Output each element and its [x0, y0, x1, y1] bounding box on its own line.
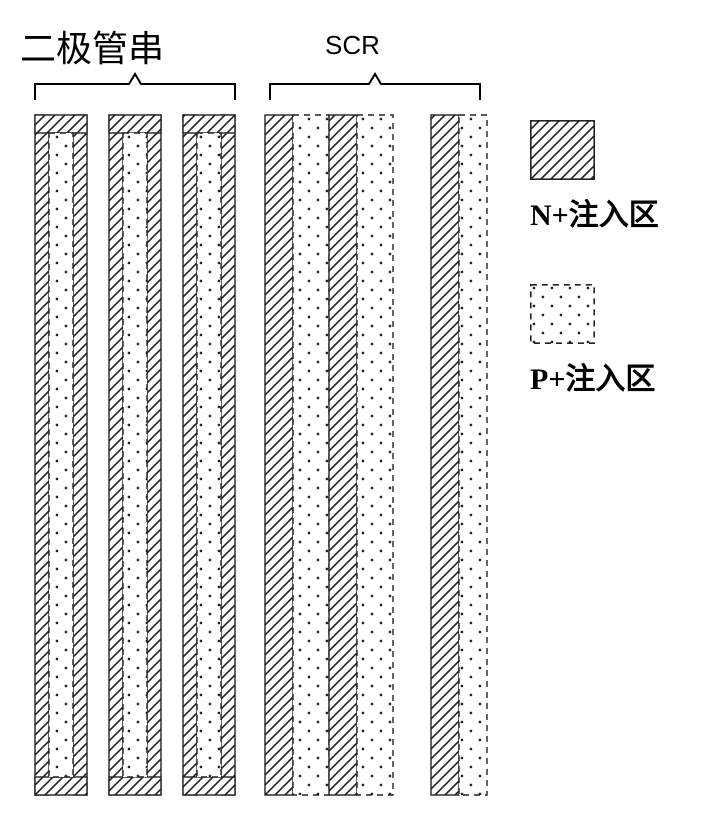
legend-label-pplus: P+注入区	[530, 354, 700, 398]
legend-label-nplus: N+注入区	[530, 190, 700, 234]
title-row: 二极管串 SCR	[20, 20, 699, 100]
bracket-scr	[270, 70, 480, 100]
diagram-container: 二极管串 SCR	[20, 20, 699, 820]
legend-swatch-dots	[530, 284, 595, 344]
title-scr: SCR	[325, 30, 380, 61]
legend-swatch-hatch	[530, 120, 595, 180]
bracket-diode	[35, 70, 235, 100]
legend-item-pplus: P+注入区	[530, 284, 700, 398]
stripes-area	[35, 115, 480, 795]
title-diode-string: 二极管串	[20, 20, 164, 72]
legend-item-nplus: N+注入区	[530, 120, 700, 234]
legend: N+注入区 P+注入区	[530, 120, 700, 448]
